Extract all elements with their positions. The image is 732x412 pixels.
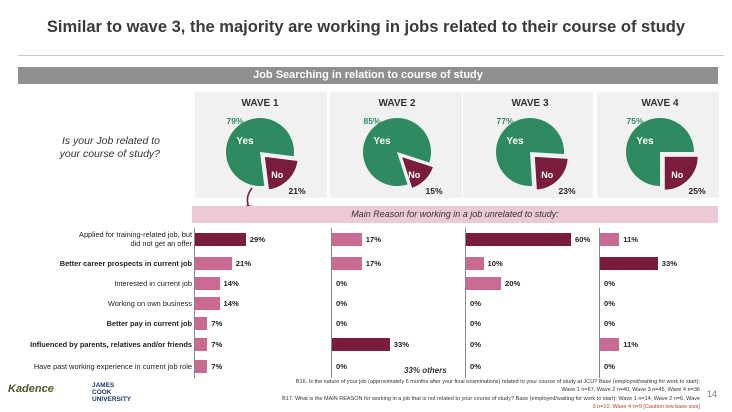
pie-slice-yes xyxy=(225,118,295,186)
pie-slice-yes xyxy=(496,118,564,186)
pie-pct-yes: 77% xyxy=(496,116,513,126)
reason-label: Working on own business xyxy=(107,298,192,308)
reason-label: Applied for training-related job, but di… xyxy=(79,230,192,248)
reason-pct: 0% xyxy=(470,340,481,349)
pie-pct-yes: 79% xyxy=(226,116,243,126)
axis-line xyxy=(194,228,195,378)
kadence-logo: Kadence xyxy=(8,383,54,395)
reason-bar xyxy=(195,233,246,246)
reason-bar xyxy=(466,233,571,246)
pie-pct-no: 15% xyxy=(425,186,442,196)
main-reason-band: Main Reason for working in a job unrelat… xyxy=(192,206,718,223)
reason-bar xyxy=(466,257,484,270)
axis-line xyxy=(599,228,600,378)
page-number: 14 xyxy=(707,389,718,399)
jcu-logo: JAMES COOK UNIVERSITY xyxy=(92,382,132,403)
reason-bar xyxy=(195,317,208,330)
pie-label-yes: Yes xyxy=(506,136,524,147)
reason-pct: 0% xyxy=(604,299,615,308)
wave-header: WAVE 2 xyxy=(378,98,415,109)
reason-pct: 0% xyxy=(336,362,347,371)
pie-slice-no xyxy=(263,155,299,191)
reason-pct: 0% xyxy=(604,319,615,328)
pie-pct-yes: 75% xyxy=(626,116,643,126)
pie-slice-no xyxy=(400,155,435,190)
reason-bar xyxy=(600,233,620,246)
page-title: Similar to wave 3, the majority are work… xyxy=(46,18,686,36)
reason-bar xyxy=(332,257,362,270)
reason-pct: 11% xyxy=(623,235,639,244)
reason-pct: 33% xyxy=(661,259,677,268)
footnote-b16-base: Wave 1 n=67, Wave 2 n=40, Wave 3 n=45, W… xyxy=(561,387,700,393)
reason-pct: 7% xyxy=(211,362,223,371)
pie-label-no: No xyxy=(408,170,420,180)
reason-pct: 7% xyxy=(211,340,223,349)
reason-bar xyxy=(195,297,220,310)
section-bar: Job Searching in relation to course of s… xyxy=(18,67,718,84)
pie-label-yes: Yes xyxy=(373,136,391,147)
pie-slice-yes xyxy=(362,118,431,186)
reason-pct: 11% xyxy=(623,340,639,349)
reason-pct: 0% xyxy=(604,362,615,371)
reason-pct: 0% xyxy=(336,279,347,288)
reason-bar xyxy=(332,233,362,246)
wave-header: WAVE 1 xyxy=(241,98,278,109)
reason-pct: 33% xyxy=(393,340,409,349)
others-note: 33% others xyxy=(404,366,447,375)
reason-pct: 10% xyxy=(487,259,503,268)
reason-pct: 7% xyxy=(211,319,223,328)
pie-charts: WAVE 1 Yes No 79% 21% WAVE 2 Yes No 85% 15% WAVE 3… xyxy=(195,92,719,212)
reason-label: Influenced by parents, relatives and/or … xyxy=(30,339,192,349)
reason-bar xyxy=(600,257,658,270)
question-text: Is your Job related to your course of st… xyxy=(59,135,160,160)
footnote-b16: B16. Is the nature of your job (approxim… xyxy=(295,379,700,385)
reason-pct: 20% xyxy=(505,279,521,288)
reason-bar xyxy=(195,257,232,270)
reason-pct: 17% xyxy=(365,259,381,268)
axis-line xyxy=(331,228,332,378)
pie-slice-yes xyxy=(626,118,694,186)
reason-pct: 21% xyxy=(235,259,251,268)
pie-pct-no: 21% xyxy=(288,186,305,196)
reason-label: Have past working experience in current … xyxy=(33,361,192,371)
reason-pct: 14% xyxy=(223,299,239,308)
reason-pct: 14% xyxy=(223,279,239,288)
reason-pct: 17% xyxy=(365,235,381,244)
reason-bar xyxy=(600,338,620,351)
reason-pct: 0% xyxy=(336,299,347,308)
pie-pct-no: 23% xyxy=(558,186,575,196)
pie-label-yes: Yes xyxy=(236,136,254,147)
footnote-b17-base: 3 n=10, Wave 4 n=9 [Caution low base siz… xyxy=(592,404,700,410)
pie-slice-no xyxy=(663,155,699,191)
pie-label-no: No xyxy=(541,170,553,180)
pie-label-no: No xyxy=(271,170,283,180)
pie-pct-no: 25% xyxy=(688,186,705,196)
reason-pct: 0% xyxy=(470,299,481,308)
pie-label-yes: Yes xyxy=(636,136,654,147)
pie-label-no: No xyxy=(671,170,683,180)
reason-label: Better pay in current job xyxy=(106,318,192,328)
reason-bar xyxy=(195,277,220,290)
reason-bar xyxy=(195,360,208,373)
reason-pct: 60% xyxy=(575,235,591,244)
pie-pct-yes: 85% xyxy=(363,116,380,126)
reason-bar xyxy=(332,338,390,351)
reason-pct: 0% xyxy=(470,362,481,371)
title-divider xyxy=(18,55,724,56)
footnote-b17: B17. What is the MAIN REASON for working… xyxy=(282,396,700,402)
reason-pct: 0% xyxy=(470,319,481,328)
reason-label: Better career prospects in current job xyxy=(59,258,192,268)
reason-pct: 0% xyxy=(336,319,347,328)
reason-bar xyxy=(466,277,501,290)
reason-label: Interested in current job xyxy=(114,278,192,288)
reason-bar xyxy=(195,338,208,351)
reason-pct: 0% xyxy=(604,279,615,288)
wave-header: WAVE 4 xyxy=(641,98,678,109)
pie-slice-no xyxy=(533,155,569,191)
reason-pct: 29% xyxy=(249,235,265,244)
wave-header: WAVE 3 xyxy=(511,98,548,109)
axis-line xyxy=(465,228,466,378)
